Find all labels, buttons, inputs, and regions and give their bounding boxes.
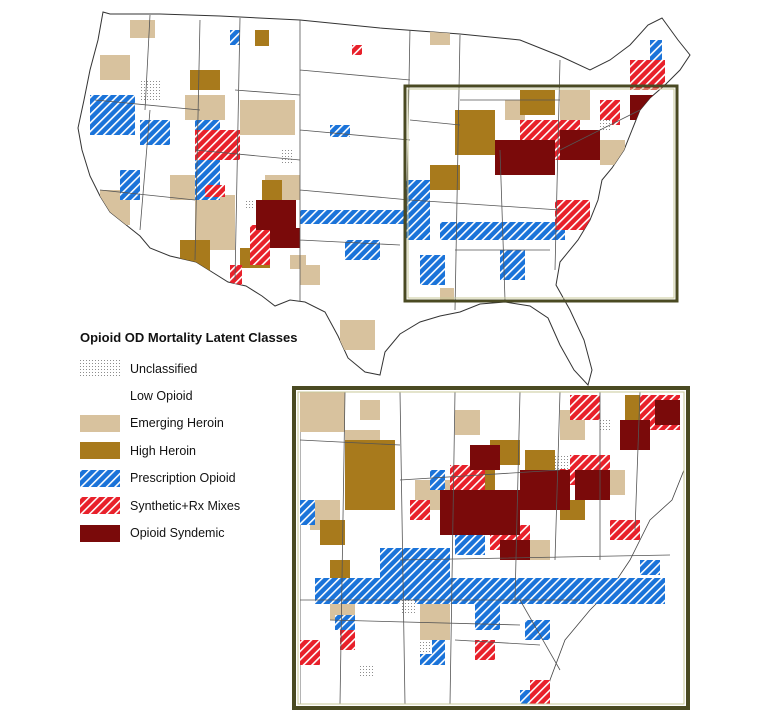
legend-label-synthetic-rx: Synthetic+Rx Mixes [130, 498, 241, 513]
legend-item-synthetic-rx: Synthetic+Rx Mixes [80, 492, 340, 519]
swatch-unclassified [80, 360, 120, 378]
legend: Opioid OD Mortality Latent Classes Uncla… [80, 330, 340, 547]
legend-label-emerging-heroin: Emerging Heroin [130, 416, 224, 431]
legend-item-high-heroin: High Heroin [80, 437, 340, 464]
legend-item-emerging-heroin: Emerging Heroin [80, 410, 340, 437]
swatch-synthetic-rx [80, 497, 120, 515]
legend-item-opioid-syndemic: Opioid Syndemic [80, 519, 340, 546]
legend-label-opioid-syndemic: Opioid Syndemic [130, 526, 225, 541]
inset-frame-national [403, 84, 679, 303]
us-county-classes [90, 20, 665, 350]
legend-label-low-opioid: Low Opioid [130, 389, 193, 404]
us-map [77, 11, 691, 387]
legend-title: Opioid OD Mortality Latent Classes [80, 330, 298, 345]
legend-label-prescription-opioid: Prescription Opioid [130, 471, 236, 486]
inset-frame-zoom [292, 386, 690, 710]
legend-item-prescription-opioid: Prescription Opioid [80, 465, 340, 492]
swatch-high-heroin [80, 442, 120, 460]
legend-label-high-heroin: High Heroin [130, 443, 197, 458]
swatch-emerging-heroin [80, 414, 120, 432]
legend-label-unclassified: Unclassified [130, 361, 198, 376]
swatch-opioid-syndemic [80, 524, 120, 542]
inset-map [295, 388, 689, 708]
inset-county-classes [300, 392, 684, 704]
swatch-low-opioid [80, 387, 120, 405]
legend-item-unclassified: Unclassified [80, 355, 340, 382]
legend-item-low-opioid: Low Opioid [80, 382, 340, 409]
swatch-prescription-opioid [80, 469, 120, 487]
